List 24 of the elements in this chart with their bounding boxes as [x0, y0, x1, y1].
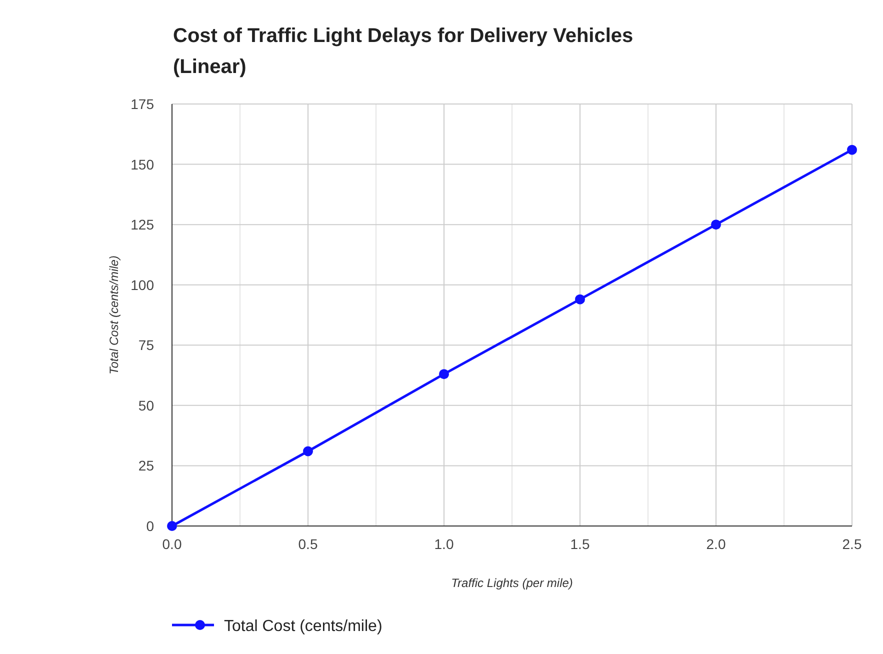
point	[575, 294, 585, 304]
x-tick-label: 2.0	[706, 536, 726, 552]
x-tick-label: 2.5	[842, 536, 862, 552]
y-tick-label: 75	[138, 337, 154, 354]
y-tick-label: 100	[130, 276, 154, 293]
y-tick-label: 150	[130, 156, 154, 172]
y-tick-label: 125	[130, 216, 154, 233]
legend-label: Total Cost (cents/mile)	[224, 618, 382, 635]
point	[711, 220, 721, 230]
x-tick-label: 0.0	[162, 536, 182, 552]
y-axis-title: Total Cost (cents/mile)	[107, 256, 121, 374]
point	[847, 144, 857, 155]
y-tick-label: 175	[130, 96, 154, 112]
y-tick-label: 25	[138, 458, 154, 474]
y-tick-label: 50	[138, 397, 154, 414]
x-axis-title: Traffic Lights (per mile)	[451, 576, 573, 590]
point	[439, 369, 449, 380]
point	[167, 521, 177, 531]
y-tick-label: 0	[146, 518, 154, 534]
x-tick-label: 1.5	[570, 536, 590, 552]
x-tick-label: 0.5	[298, 536, 318, 552]
x-tick-label: 1.0	[434, 536, 454, 552]
point	[303, 446, 313, 456]
chart-title: Cost of Traffic Light Delays for Delivery Vehicles (Linear)	[173, 25, 634, 78]
